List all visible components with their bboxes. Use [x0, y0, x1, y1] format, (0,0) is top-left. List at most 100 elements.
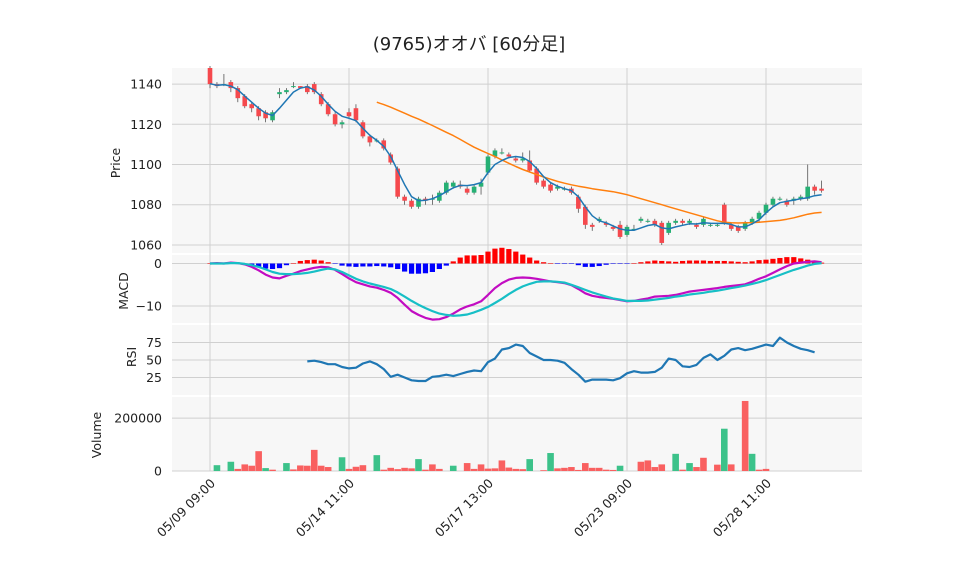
volume-bar-down	[644, 460, 652, 471]
x-tick-label: 05/23 09:00	[571, 475, 635, 539]
candle-down	[784, 200, 790, 205]
macd-histogram-bar	[311, 259, 317, 264]
macd-histogram-bar	[471, 255, 477, 264]
volume-bar-down	[255, 451, 262, 471]
macd-histogram-bar	[283, 263, 290, 266]
volume-bar-up	[213, 465, 221, 471]
macd-histogram-bar	[700, 260, 707, 264]
macd-histogram-bar	[395, 263, 401, 270]
candle-down	[812, 186, 817, 191]
candle-up	[638, 218, 644, 221]
candle-up	[673, 220, 678, 223]
candle-up	[485, 156, 491, 173]
candle-up	[339, 122, 345, 125]
macd-histogram-bar	[645, 261, 651, 264]
macd-histogram-bar	[638, 262, 644, 264]
volume-bar-down	[345, 468, 353, 471]
candle-up	[555, 186, 560, 189]
volume-bar-down	[651, 467, 659, 471]
candle-down	[311, 84, 317, 93]
macd-histogram-bar	[798, 258, 804, 264]
candle-up	[499, 152, 505, 154]
macd-histogram-bar	[714, 260, 720, 264]
macd-histogram-bar	[304, 260, 310, 264]
macd-histogram-bar	[381, 263, 387, 267]
macd-histogram-bar	[499, 247, 505, 264]
volume-bar-down	[394, 469, 401, 471]
volume-bar-down	[498, 460, 506, 471]
candle-down	[256, 108, 261, 117]
macd-line	[209, 260, 822, 321]
candle-down	[617, 224, 623, 237]
candle-up	[270, 112, 275, 121]
volume-bar-down	[582, 463, 589, 471]
macd-histogram-bar	[263, 263, 269, 269]
macd-histogram-bar	[436, 263, 442, 270]
y-tick-labels: 1060 1080 1100 1120 1140 0 −10 25 50 75 0 200000	[114, 77, 162, 479]
volume-bar-down	[324, 467, 332, 471]
volume-bar-down	[505, 467, 513, 471]
x-tick-label: 05/14 11:00	[293, 475, 357, 539]
candle-down	[680, 220, 685, 223]
volume-bar-up	[526, 459, 533, 471]
macd-histogram-bar	[492, 248, 498, 264]
macd-histogram-bar	[610, 263, 616, 264]
volume-y-tick-label: 200000	[114, 411, 162, 426]
candle-down	[388, 154, 393, 163]
candle-up	[708, 224, 713, 226]
candle-up	[437, 192, 442, 201]
macd-histogram-bar	[297, 260, 303, 264]
candle-down	[395, 168, 400, 197]
macd-signal-line	[210, 262, 822, 317]
macd-histogram-bar	[513, 251, 519, 264]
macd-histogram-bar	[332, 263, 338, 264]
x-tick-label: 05/09 09:00	[154, 475, 218, 539]
candle-up	[770, 198, 776, 205]
candle-down	[409, 200, 414, 207]
volume-bar-down	[317, 465, 325, 471]
volume-bar-up	[227, 461, 235, 471]
volume-bar-up	[547, 453, 554, 471]
rsi-line	[307, 336, 815, 383]
macd-histogram-bar	[408, 263, 415, 274]
macd-histogram-bar	[596, 263, 602, 267]
volume-bar-down	[387, 467, 394, 471]
volume-bar-down	[241, 464, 249, 471]
macd-histogram-bar	[367, 263, 373, 267]
candle-down	[332, 114, 338, 125]
candle-down	[235, 88, 241, 99]
macd-histogram-bar	[659, 260, 665, 264]
candle-up	[666, 222, 671, 233]
macd-y-tick-label: 0	[154, 256, 162, 271]
macd-histogram-bar	[339, 263, 345, 266]
macd-histogram-bar	[666, 261, 672, 264]
macd-histogram-bar	[756, 260, 762, 264]
volume-bar-down	[658, 464, 666, 471]
volume-bar-up	[373, 455, 381, 471]
candle-up	[805, 186, 810, 199]
volume-bar-down	[470, 468, 478, 471]
volume-bar-down	[359, 465, 367, 471]
volume-bar-down	[575, 469, 582, 471]
volume-bar-down	[595, 467, 603, 471]
moving-average-short-line	[209, 82, 822, 232]
macd-histogram-bar	[478, 255, 484, 264]
macd-panel	[207, 247, 825, 321]
price-panel	[207, 65, 824, 245]
candle-down	[381, 140, 387, 149]
macd-histogram-bar	[325, 262, 331, 264]
macd-y-tick-label: −10	[136, 299, 162, 314]
macd-histogram-bar	[429, 263, 435, 272]
x-tick-labels: 05/09 09:00 05/14 11:00 05/17 13:00 05/23 0…	[154, 475, 774, 539]
macd-histogram-bar	[652, 260, 658, 264]
price-y-tick-label: 1140	[130, 77, 162, 92]
candle-up	[742, 222, 748, 229]
macd-histogram-bar	[770, 258, 776, 264]
candle-down	[527, 160, 532, 171]
macd-histogram-bar	[819, 262, 825, 264]
macd-histogram-bar	[735, 261, 741, 264]
candle-down	[249, 104, 254, 109]
volume-bar-up	[449, 465, 457, 471]
rsi-panel	[307, 336, 815, 383]
